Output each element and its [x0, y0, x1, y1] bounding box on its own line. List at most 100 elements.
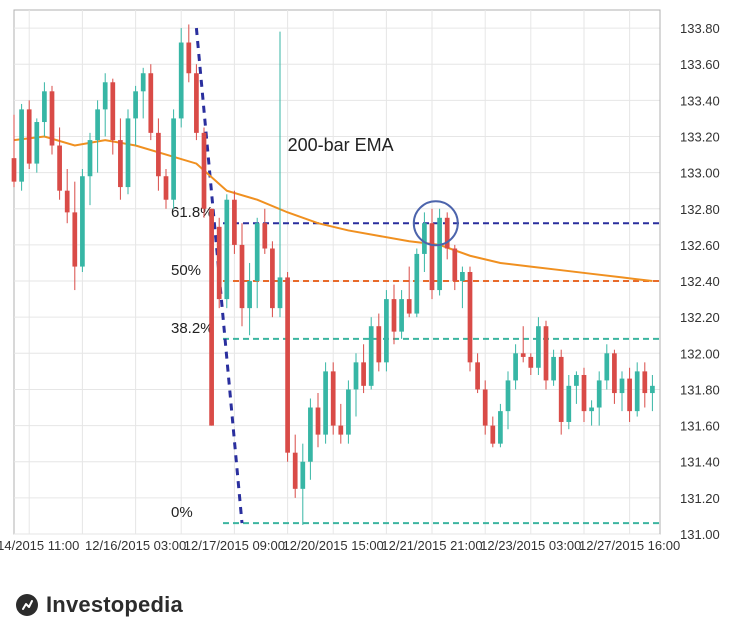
- y-tick-label: 132.40: [680, 274, 720, 289]
- candle-body: [589, 408, 594, 412]
- candle-body: [346, 389, 351, 434]
- candle-body: [338, 426, 343, 435]
- candle-body: [490, 426, 495, 444]
- candle-body: [156, 133, 161, 176]
- candle-body: [566, 386, 571, 422]
- candle-body: [506, 380, 511, 411]
- candle-body: [42, 91, 47, 122]
- candle-body: [217, 227, 222, 299]
- candle-body: [95, 109, 100, 140]
- candle-body: [414, 254, 419, 314]
- x-tick-label: 12/23/2015 03:00: [480, 538, 581, 553]
- candle-body: [118, 140, 123, 187]
- candle-body: [262, 223, 267, 248]
- candle-body: [12, 158, 17, 181]
- candle-body: [392, 299, 397, 332]
- x-tick-label: 12/21/2015 21:00: [381, 538, 482, 553]
- candle-body: [50, 91, 55, 145]
- y-tick-label: 132.20: [680, 310, 720, 325]
- candle-body: [133, 91, 138, 118]
- y-tick-label: 132.80: [680, 202, 720, 217]
- candle-body: [224, 200, 229, 299]
- y-tick-label: 133.40: [680, 93, 720, 108]
- candle-body: [179, 43, 184, 119]
- candle-body: [399, 299, 404, 332]
- candle-body: [437, 218, 442, 290]
- candle-body: [544, 326, 549, 380]
- x-tick-label: 12/20/2015 15:00: [283, 538, 384, 553]
- candle-body: [285, 277, 290, 452]
- candle-body: [513, 353, 518, 380]
- candle-body: [240, 245, 245, 308]
- fib-label: 0%: [171, 504, 193, 521]
- candle-body: [57, 146, 62, 191]
- candle-body: [141, 73, 146, 91]
- y-tick-label: 133.60: [680, 57, 720, 72]
- y-tick-label: 131.20: [680, 491, 720, 506]
- candle-body: [308, 408, 313, 462]
- x-tick-label: 12/14/2015 11:00: [0, 538, 79, 553]
- candle-body: [475, 362, 480, 389]
- x-tick-label: 12/16/2015 03:00: [85, 538, 186, 553]
- x-tick-label: 12/27/2015 16:00: [579, 538, 680, 553]
- y-tick-label: 131.60: [680, 419, 720, 434]
- candle-body: [559, 357, 564, 422]
- candle-body: [582, 375, 587, 411]
- candle-body: [126, 118, 131, 187]
- candle-body: [574, 375, 579, 386]
- candle-body: [80, 176, 85, 266]
- candle-body: [407, 299, 412, 313]
- candle-body: [186, 43, 191, 74]
- x-tick-label: 12/17/2015 09:00: [184, 538, 285, 553]
- candle-body: [597, 380, 602, 407]
- candle-body: [331, 371, 336, 425]
- candle-body: [247, 281, 252, 308]
- candle-body: [255, 223, 260, 281]
- candle-body: [316, 408, 321, 435]
- candle-body: [536, 326, 541, 368]
- candle-body: [627, 379, 632, 412]
- candle-body: [521, 353, 526, 357]
- candle-body: [635, 371, 640, 411]
- candle-body: [384, 299, 389, 362]
- candle-body: [376, 326, 381, 362]
- candle-body: [148, 73, 153, 133]
- logo-mark-icon: [16, 594, 38, 616]
- candle-body: [323, 371, 328, 434]
- fib-label: 38.2%: [171, 320, 214, 337]
- fib-label: 61.8%: [171, 204, 214, 221]
- candle-body: [422, 223, 427, 254]
- candle-body: [361, 362, 366, 385]
- candle-body: [452, 249, 457, 282]
- candle-body: [650, 386, 655, 393]
- y-tick-label: 133.20: [680, 129, 720, 144]
- y-tick-label: 132.60: [680, 238, 720, 253]
- candle-body: [460, 272, 465, 281]
- candle-body: [27, 109, 32, 163]
- candle-body: [468, 272, 473, 362]
- candle-body: [88, 140, 93, 176]
- candle-body: [551, 357, 556, 380]
- candle-body: [232, 200, 237, 245]
- candle-body: [293, 453, 298, 489]
- logo: Investopedia: [16, 592, 183, 618]
- candle-body: [19, 109, 24, 181]
- ema-label: 200-bar EMA: [288, 135, 394, 155]
- candle-body: [369, 326, 374, 386]
- y-tick-label: 132.00: [680, 346, 720, 361]
- candle-body: [202, 133, 207, 209]
- candle-body: [171, 118, 176, 199]
- candle-body: [604, 353, 609, 380]
- candle-body: [164, 176, 169, 199]
- logo-text: Investopedia: [46, 592, 183, 618]
- candle-body: [483, 389, 488, 425]
- candle-body: [498, 411, 503, 444]
- candle-body: [620, 379, 625, 393]
- candle-body: [65, 191, 70, 213]
- fib-label: 50%: [171, 262, 201, 279]
- candle-body: [278, 277, 283, 308]
- y-tick-label: 131.40: [680, 455, 720, 470]
- candle-body: [110, 82, 115, 140]
- candle-body: [430, 223, 435, 290]
- y-tick-label: 131.00: [680, 527, 720, 542]
